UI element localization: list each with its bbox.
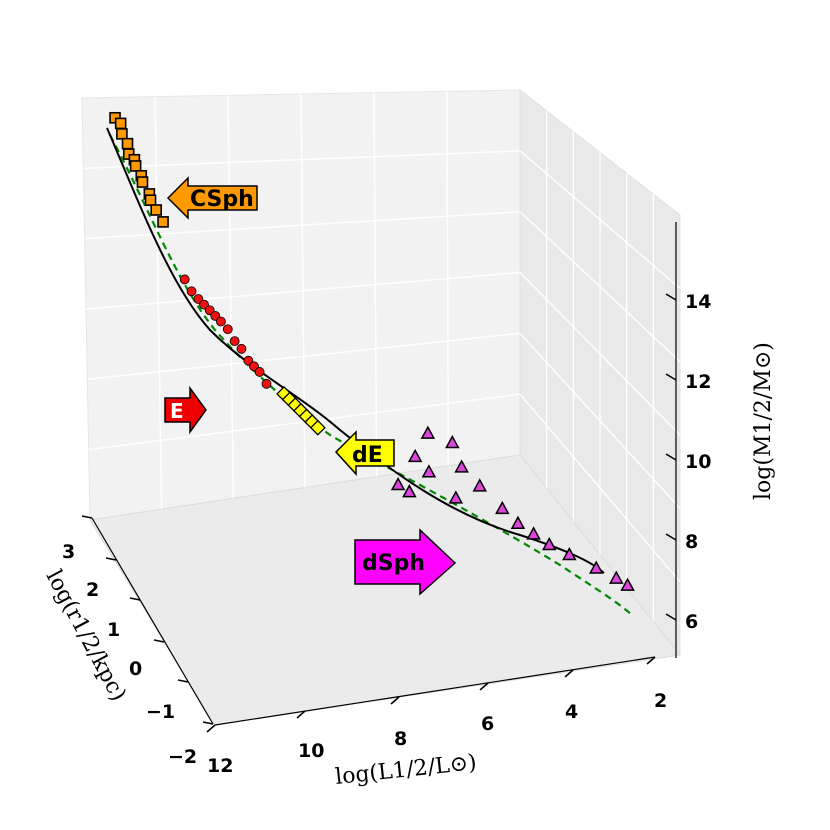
data-point-e bbox=[254, 367, 265, 377]
e-label: E bbox=[170, 399, 184, 423]
grid-line bbox=[519, 393, 681, 583]
annotation-csph: CSph bbox=[166, 176, 258, 220]
data-markers bbox=[109, 111, 635, 591]
data-point-de bbox=[309, 419, 326, 436]
data-point-e bbox=[261, 378, 272, 389]
dsph-arrow bbox=[354, 528, 457, 596]
data-point-csph bbox=[150, 204, 162, 216]
data-point-dsph bbox=[588, 560, 604, 574]
y-tick bbox=[177, 679, 189, 683]
x-tick-label: 2 bbox=[654, 690, 667, 712]
y-tick bbox=[105, 557, 117, 561]
gridlines bbox=[83, 91, 681, 622]
x-axis-label: log(L1/2/L⊙) bbox=[334, 750, 478, 790]
data-point-e bbox=[179, 274, 190, 285]
model-curve-dashed bbox=[109, 134, 633, 616]
data-point-e bbox=[186, 286, 197, 297]
x-tick-labels: 12 10 8 6 4 2 bbox=[207, 690, 667, 777]
y-tick bbox=[81, 515, 93, 519]
data-point-csph bbox=[129, 160, 142, 172]
data-point-dsph bbox=[510, 515, 526, 529]
data-point-dsph bbox=[407, 448, 423, 463]
y-tick-label: −1 bbox=[146, 701, 175, 723]
x-tick-label: 4 bbox=[565, 701, 578, 723]
data-point-csph bbox=[144, 194, 157, 206]
data-point-dsph bbox=[526, 526, 541, 540]
x-tick-label: 8 bbox=[394, 728, 407, 750]
y-tick-labels: 3 2 1 0 −1 −2 bbox=[62, 541, 197, 768]
x-tick bbox=[296, 710, 306, 719]
annotation-de: dE bbox=[334, 430, 395, 476]
data-point-dsph bbox=[421, 464, 437, 478]
x-tick bbox=[206, 724, 216, 733]
y-tick bbox=[153, 639, 165, 643]
y-tick-label: 2 bbox=[86, 579, 99, 601]
e-arrow bbox=[164, 385, 207, 435]
data-point-csph bbox=[121, 137, 134, 150]
y-tick-label: −2 bbox=[168, 746, 197, 768]
de-arrow bbox=[334, 430, 395, 476]
data-point-dsph bbox=[541, 536, 557, 551]
data-point-e bbox=[229, 336, 240, 347]
data-point-csph bbox=[114, 117, 127, 130]
data-point-e bbox=[222, 324, 233, 335]
de-label: dE bbox=[352, 443, 383, 468]
data-point-dsph bbox=[454, 459, 469, 473]
x-tick bbox=[564, 669, 574, 678]
z-tick bbox=[665, 613, 677, 621]
z-tick bbox=[665, 293, 677, 301]
y-tick-label: 3 bbox=[62, 541, 75, 563]
data-point-dsph bbox=[420, 425, 436, 439]
data-point-dsph bbox=[448, 490, 464, 504]
data-point-dsph bbox=[562, 546, 577, 561]
data-point-csph bbox=[116, 128, 128, 140]
annotation-dsph: dSph bbox=[354, 528, 457, 596]
y-tick bbox=[202, 721, 214, 725]
z-tick bbox=[665, 373, 677, 381]
data-point-dsph bbox=[609, 570, 624, 584]
z-tick-label: 12 bbox=[685, 371, 711, 393]
y-tick-label: 1 bbox=[107, 619, 120, 641]
x-tick-label: 6 bbox=[481, 713, 494, 735]
data-point-e bbox=[236, 343, 247, 354]
y-axis-line bbox=[91, 517, 214, 725]
z-axis-label: log(M1/2/M⊙) bbox=[751, 342, 776, 500]
annotation-e: E bbox=[164, 385, 207, 435]
z-tick-label: 14 bbox=[685, 291, 711, 313]
z-tick bbox=[665, 453, 677, 461]
dsph-label: dSph bbox=[362, 551, 425, 576]
y-tick-label: 0 bbox=[129, 658, 142, 680]
x-tick-label: 10 bbox=[298, 740, 324, 762]
x-tick bbox=[390, 696, 400, 705]
z-tick-label: 8 bbox=[685, 531, 698, 553]
x-tick-label: 12 bbox=[207, 755, 233, 777]
csph-label: CSph bbox=[190, 187, 254, 212]
csph-arrow bbox=[166, 176, 258, 220]
data-point-csph bbox=[136, 176, 149, 188]
data-point-dsph bbox=[390, 476, 406, 491]
z-tick-labels: 6 8 10 12 14 bbox=[685, 291, 711, 633]
data-point-e bbox=[216, 316, 226, 327]
axis-ticks bbox=[81, 293, 677, 733]
data-point-dsph bbox=[495, 500, 510, 515]
z-tick-label: 10 bbox=[685, 451, 711, 473]
data-point-dsph bbox=[402, 484, 417, 498]
y-tick bbox=[129, 597, 141, 601]
x-tick bbox=[479, 682, 489, 691]
x-tick bbox=[646, 656, 656, 665]
z-tick bbox=[665, 533, 677, 541]
data-point-dsph bbox=[620, 577, 635, 591]
x-axis-line bbox=[214, 656, 656, 726]
data-point-dsph bbox=[445, 434, 460, 449]
data-point-dsph bbox=[472, 478, 488, 492]
data-point-csph bbox=[157, 216, 169, 228]
z-tick-label: 6 bbox=[685, 611, 698, 633]
